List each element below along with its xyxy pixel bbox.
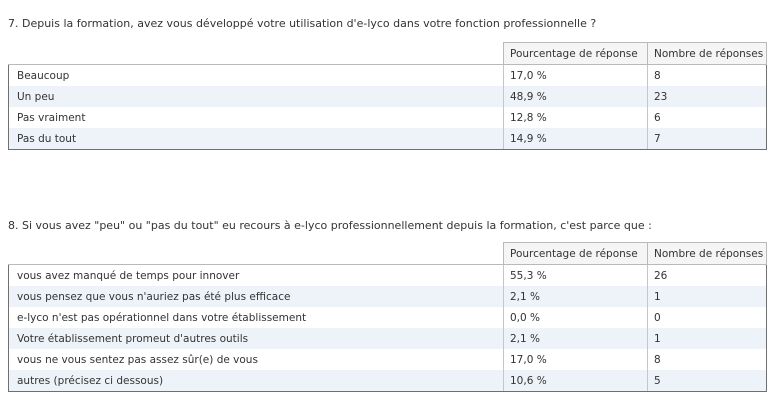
answer-percentage: 12,8 % (503, 107, 648, 128)
question-8-results-table: Pourcentage de réponse Nombre de réponse… (8, 242, 767, 392)
table-row: Beaucoup 17,0 % 8 (8, 64, 767, 86)
answer-count: 0 (647, 307, 767, 328)
question-7-results-table: Pourcentage de réponse Nombre de réponse… (8, 42, 767, 150)
answer-count: 6 (647, 107, 767, 128)
answer-percentage: 2,1 % (503, 286, 648, 307)
answer-count: 8 (647, 64, 767, 86)
answer-count: 26 (647, 264, 767, 286)
answer-percentage: 17,0 % (503, 349, 648, 370)
answer-count: 5 (647, 370, 767, 392)
table-row: vous avez manqué de temps pour innover 5… (8, 264, 767, 286)
answer-label: Votre établissement promeut d'autres out… (8, 328, 504, 349)
answer-count: 8 (647, 349, 767, 370)
table-row: e-lyco n'est pas opérationnel dans votre… (8, 307, 767, 328)
answer-count: 1 (647, 286, 767, 307)
header-blank-cell (8, 42, 504, 65)
table-header-row: Pourcentage de réponse Nombre de réponse… (8, 42, 767, 65)
answer-label: Pas du tout (8, 128, 504, 150)
answer-label: Beaucoup (8, 64, 504, 86)
answer-percentage: 17,0 % (503, 64, 648, 86)
header-count: Nombre de réponses (647, 42, 767, 65)
answer-label: vous avez manqué de temps pour innover (8, 264, 504, 286)
header-percentage: Pourcentage de réponse (503, 42, 648, 65)
answer-percentage: 14,9 % (503, 128, 648, 150)
answer-count: 23 (647, 86, 767, 107)
answer-percentage: 10,6 % (503, 370, 648, 392)
table-row: Pas vraiment 12,8 % 6 (8, 107, 767, 128)
table-row: Un peu 48,9 % 23 (8, 86, 767, 107)
table-row: vous pensez que vous n'auriez pas été pl… (8, 286, 767, 307)
answer-label: Pas vraiment (8, 107, 504, 128)
question-8-title: 8. Si vous avez "peu" ou "pas du tout" e… (8, 219, 652, 232)
header-blank-cell (8, 242, 504, 265)
table-header-row: Pourcentage de réponse Nombre de réponse… (8, 242, 767, 265)
answer-percentage: 48,9 % (503, 86, 648, 107)
answer-label: e-lyco n'est pas opérationnel dans votre… (8, 307, 504, 328)
answer-percentage: 2,1 % (503, 328, 648, 349)
answer-label: Un peu (8, 86, 504, 107)
answer-percentage: 0,0 % (503, 307, 648, 328)
question-7-title: 7. Depuis la formation, avez vous dévelo… (8, 17, 597, 30)
answer-count: 1 (647, 328, 767, 349)
answer-count: 7 (647, 128, 767, 150)
header-percentage: Pourcentage de réponse (503, 242, 648, 265)
answer-label: vous ne vous sentez pas assez sûr(e) de … (8, 349, 504, 370)
table-row: autres (précisez ci dessous) 10,6 % 5 (8, 370, 767, 392)
header-count: Nombre de réponses (647, 242, 767, 265)
table-row: Votre établissement promeut d'autres out… (8, 328, 767, 349)
table-row: vous ne vous sentez pas assez sûr(e) de … (8, 349, 767, 370)
answer-percentage: 55,3 % (503, 264, 648, 286)
answer-label: autres (précisez ci dessous) (8, 370, 504, 392)
table-row: Pas du tout 14,9 % 7 (8, 128, 767, 150)
answer-label: vous pensez que vous n'auriez pas été pl… (8, 286, 504, 307)
